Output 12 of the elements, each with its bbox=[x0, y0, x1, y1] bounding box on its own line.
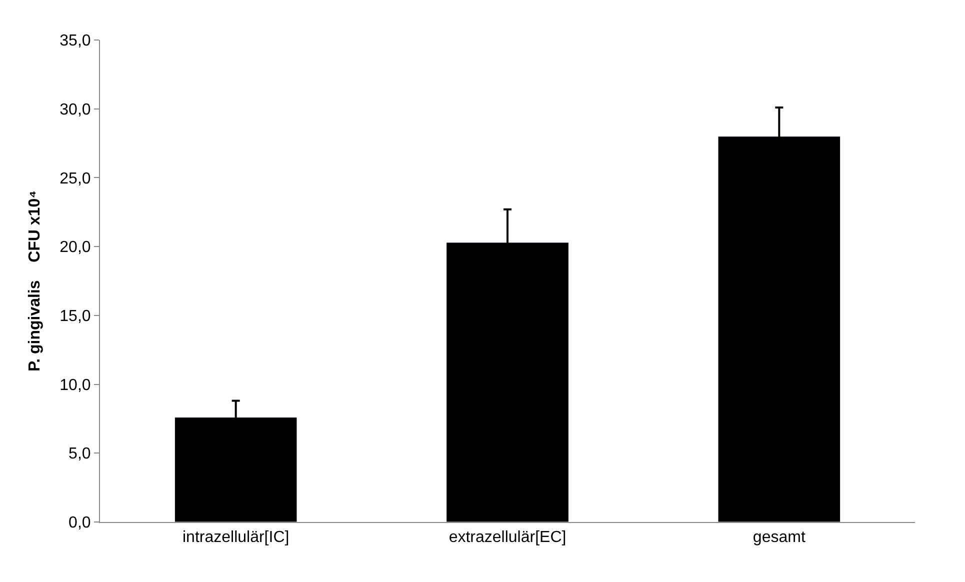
x-tick-label: extrazellulär[EC] bbox=[448, 529, 566, 546]
y-tick-label: 5,0 bbox=[68, 446, 91, 463]
y-axis-title: P. gingivalis CFU x10⁴ bbox=[26, 190, 44, 372]
y-tick-label: 30,0 bbox=[60, 101, 91, 118]
x-tick-label: gesamt bbox=[752, 529, 806, 546]
y-tick-label: 20,0 bbox=[60, 239, 91, 256]
y-tick-label: 35,0 bbox=[60, 32, 91, 50]
y-tick-label: 0,0 bbox=[68, 514, 91, 532]
y-tick-label: 15,0 bbox=[60, 308, 91, 326]
x-tick-label: intrazellulär[IC] bbox=[182, 529, 290, 546]
y-tick-label: 10,0 bbox=[60, 376, 91, 394]
y-tick-label: 25,0 bbox=[60, 170, 91, 188]
